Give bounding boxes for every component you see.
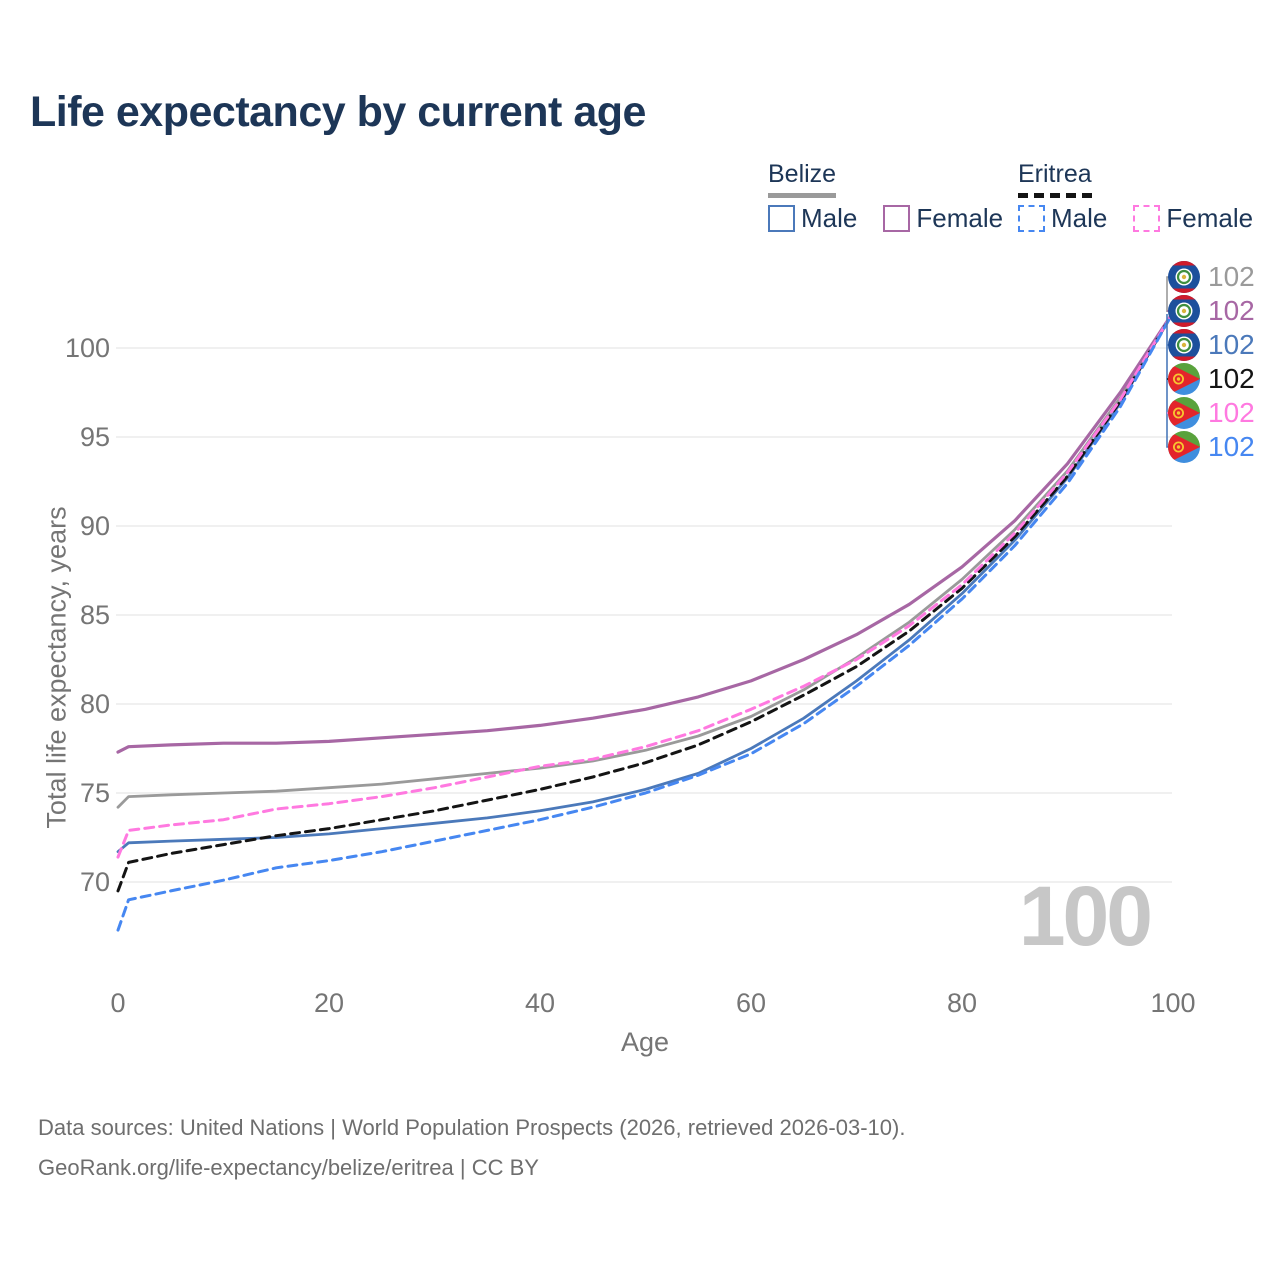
series-end-label-belize-total: 102 [1168, 260, 1255, 294]
belize-flag [1168, 261, 1200, 293]
legend-item-eritrea-female[interactable]: Female [1133, 203, 1253, 234]
end-label-value: 102 [1208, 295, 1255, 326]
eritrea-flag-icon [1168, 431, 1200, 463]
footer-data-sources: Data sources: United Nations | World Pop… [38, 1115, 906, 1140]
y-axis-title: Total life expectancy, years [41, 506, 72, 829]
end-label-value: 102 [1208, 363, 1255, 394]
footer-attribution: GeoRank.org/life-expectancy/belize/eritr… [38, 1155, 539, 1180]
legend-item-belize-male[interactable]: Male [768, 203, 857, 234]
legend-items-eritrea: Male Female [1018, 203, 1279, 234]
end-label-value: 102 [1208, 261, 1255, 292]
footer: Data sources: United Nations | World Pop… [38, 1108, 905, 1188]
y-tick-75: 75 [80, 778, 110, 808]
end-label-value: 102 [1208, 431, 1255, 462]
y-tick-70: 70 [80, 867, 110, 897]
legend-item-belize-female[interactable]: Female [883, 203, 1003, 234]
eritrea-flag [1168, 397, 1200, 429]
eritrea-line-swatch [1018, 193, 1092, 198]
series-line-belize-male [116, 310, 1175, 854]
legend-items-belize: Male Female [768, 203, 1029, 234]
y-tick-100: 100 [65, 333, 110, 363]
series-line-eritrea-female [116, 310, 1175, 859]
end-label-value: 102 [1208, 329, 1255, 360]
y-tick-95: 95 [80, 422, 110, 452]
end-label-value: 102 [1208, 397, 1255, 428]
legend-group-eritrea: Eritrea [1018, 160, 1092, 198]
legend-item-label: Female [1166, 203, 1254, 233]
legend-item-eritrea-male[interactable]: Male [1018, 203, 1107, 234]
series-end-label-eritrea-total: 102 [1168, 362, 1255, 396]
series-end-label-eritrea-female: 102 [1168, 396, 1255, 430]
belize-flag-icon [1168, 261, 1200, 293]
y-tick-90: 90 [80, 511, 110, 541]
belize-flag [1168, 329, 1200, 361]
legend-belize-header: Belize [768, 160, 837, 188]
eritrea-male-swatch-icon [1018, 205, 1045, 232]
age-watermark: 100 [1018, 869, 1153, 963]
eritrea-flag-icon [1168, 397, 1200, 429]
y-tick-80: 80 [80, 689, 110, 719]
series-line-belize-female [116, 310, 1175, 754]
x-tick-20: 20 [314, 988, 344, 1018]
legend-item-label: Female [916, 203, 1004, 233]
legend-eritrea-header: Eritrea [1018, 160, 1092, 188]
eritrea-flag-icon [1168, 363, 1200, 395]
x-tick-80: 80 [947, 988, 977, 1018]
x-tick-40: 40 [525, 988, 555, 1018]
series-end-label-eritrea-male: 102 [1168, 430, 1255, 464]
x-tick-100: 100 [1150, 988, 1195, 1018]
x-tick-0: 0 [110, 988, 125, 1018]
legend-item-label: Male [1051, 203, 1108, 233]
belize-flag-icon [1168, 295, 1200, 327]
series-line-belize-total [116, 310, 1175, 809]
chart-title: Life expectancy by current age [30, 88, 646, 136]
x-tick-60: 60 [736, 988, 766, 1018]
series-end-label-belize-male: 102 [1168, 328, 1255, 362]
belize-female-swatch-icon [883, 205, 911, 232]
eritrea-female-swatch-icon [1133, 205, 1161, 232]
x-axis-title: Age [620, 1027, 670, 1057]
belize-line-swatch [768, 193, 837, 198]
belize-flag-icon [1168, 329, 1200, 361]
eritrea-flag [1168, 363, 1200, 395]
legend-group-belize: Belize [768, 160, 837, 198]
series-line-eritrea-male [116, 310, 1175, 932]
legend-item-label: Male [801, 203, 858, 233]
y-tick-85: 85 [80, 600, 110, 630]
belize-flag [1168, 295, 1200, 327]
eritrea-flag [1168, 431, 1200, 463]
series-end-label-belize-female: 102 [1168, 294, 1255, 328]
series-line-eritrea-total [116, 310, 1175, 893]
belize-male-swatch-icon [768, 205, 795, 232]
